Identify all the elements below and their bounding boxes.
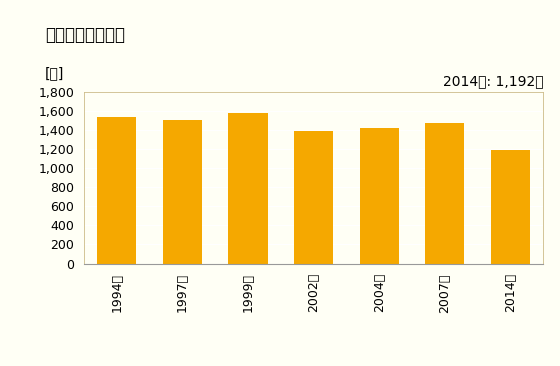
Bar xyxy=(425,123,464,264)
Text: [人]: [人] xyxy=(45,66,64,80)
Bar xyxy=(294,131,333,264)
Bar xyxy=(163,120,202,264)
Bar xyxy=(360,128,399,264)
Bar xyxy=(228,113,268,264)
Bar xyxy=(491,150,530,264)
Text: 2014年: 1,192人: 2014年: 1,192人 xyxy=(442,74,543,88)
Text: 卸売業の従業者数: 卸売業の従業者数 xyxy=(45,26,125,44)
Bar xyxy=(97,117,137,264)
